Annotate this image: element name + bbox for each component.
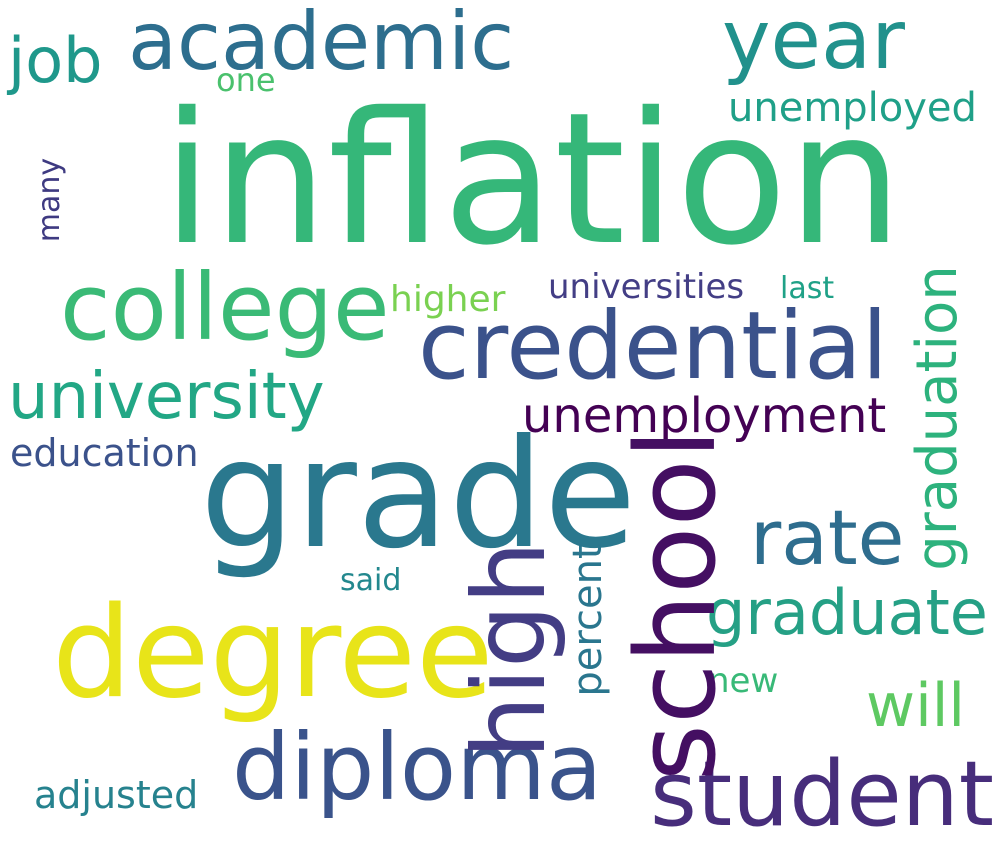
word-college: college	[60, 254, 390, 361]
word-high: high	[451, 540, 568, 760]
word-degree: degree	[52, 579, 494, 726]
word-many: many	[32, 157, 67, 243]
word-university: university	[8, 360, 325, 434]
word-will: will	[866, 671, 966, 741]
word-rate: rate	[750, 493, 905, 582]
word-higher: higher	[390, 279, 506, 320]
word-new: new	[708, 661, 779, 701]
word-year: year	[722, 0, 905, 88]
word-last: last	[780, 271, 835, 306]
word-unemployed: unemployed	[728, 85, 977, 131]
word-school: school	[612, 428, 740, 782]
word-grade: grade	[200, 408, 637, 582]
word-credential: credential	[418, 292, 888, 401]
word-percent: percent	[565, 543, 611, 697]
word-education: education	[10, 431, 199, 475]
word-said: said	[340, 563, 402, 598]
word-graduation: graduation	[905, 265, 970, 571]
word-adjusted: adjusted	[34, 773, 199, 817]
word-diploma: diploma	[232, 714, 603, 821]
word-inflation: inflation	[162, 73, 903, 285]
word-student: student	[650, 742, 995, 847]
word-job: job	[8, 24, 103, 97]
word-universities: universities	[548, 267, 745, 307]
word-graduate: graduate	[706, 576, 988, 649]
word-unemployment: unemployment	[522, 388, 887, 444]
word-academic: academic	[128, 0, 515, 88]
word-one: one	[216, 61, 276, 99]
